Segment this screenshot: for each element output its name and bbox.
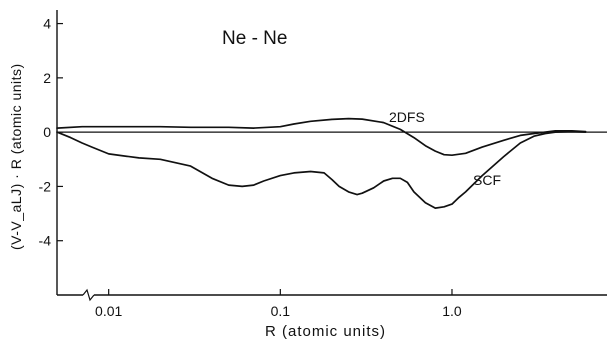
text-labels: Ne - Ne R (atomic units) (V-V_aLJ) · R (… [8,28,501,340]
chart-title: Ne - Ne [222,28,287,49]
x-tick-label: 0.1 [271,303,291,319]
series-lines [56,117,587,209]
series-label-2dfs: 2DFS [389,109,425,125]
axis-break-mark [82,288,95,302]
series-line-2dfs [56,117,587,157]
y-tick-label: -4 [39,233,52,249]
y-tick-label: 2 [43,70,51,86]
x-tick-label: 1.0 [442,303,462,319]
axes [56,10,607,302]
series-line-scf [56,130,587,209]
y-tick-label: -2 [39,178,52,194]
x-tick-label: 0.01 [95,303,122,319]
series-label-scf: SCF [473,172,501,188]
y-tick-label: 0 [43,124,51,140]
ticks: 4 2 0 -2 -4 0.01 0.1 1.0 [39,16,462,319]
y-tick-label: 4 [43,16,51,32]
x-axis-label: R (atomic units) [265,323,386,340]
y-axis-label: (V-V_aLJ) · R (atomic units) [8,63,24,250]
